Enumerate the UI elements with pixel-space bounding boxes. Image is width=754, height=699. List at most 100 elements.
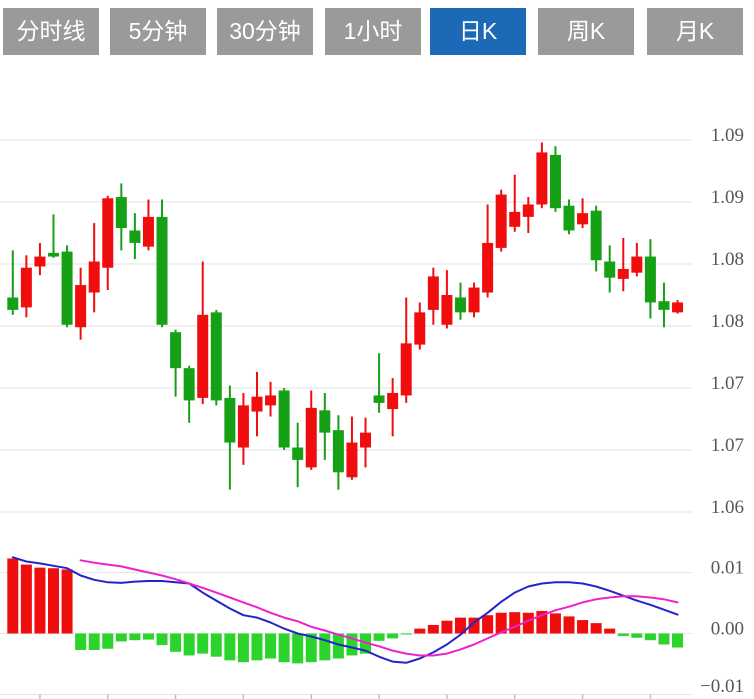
candle-body — [197, 314, 209, 398]
candle-body — [292, 447, 304, 460]
macd-bar-negative — [265, 633, 277, 659]
interval-button-weekly-k[interactable]: 周K — [538, 8, 634, 55]
macd-bar-negative — [75, 633, 87, 650]
interval-button-1hour[interactable]: 1小时 — [325, 8, 421, 55]
candles — [7, 142, 684, 490]
candle-body — [61, 251, 73, 325]
candle-body — [102, 198, 114, 268]
candle-body — [224, 397, 236, 443]
macd-bar-negative — [102, 633, 114, 649]
macd-bar-negative — [142, 633, 154, 640]
macd-bar-positive — [468, 617, 480, 634]
macd-bar-negative — [332, 633, 344, 659]
macd-bar-positive — [414, 628, 426, 634]
candle-body — [170, 332, 182, 369]
macd-bar-negative — [400, 633, 412, 635]
macd-bar-positive — [536, 610, 548, 634]
macd-bar-negative — [156, 633, 168, 646]
macd-bar-positive — [522, 612, 534, 634]
candle-body — [47, 252, 59, 257]
macd-bar-negative — [305, 633, 317, 663]
candle-body — [88, 261, 100, 293]
candle-body — [563, 205, 575, 231]
candle-body — [278, 390, 290, 448]
price-axis-label: 1.08 — [711, 249, 744, 270]
candle-wick — [11, 250, 14, 315]
macd-bar-negative — [197, 633, 209, 654]
price-axis-labels: 1.09 1.09 1.08 1.08 1.07 1.07 1.06 — [711, 125, 744, 518]
interval-button-daily-k[interactable]: 日K — [430, 8, 526, 55]
price-axis-label: 1.07 — [711, 435, 744, 456]
candle-body — [577, 213, 589, 225]
candle-body — [631, 256, 643, 273]
macd-bar-positive — [604, 628, 616, 634]
candle-body — [251, 396, 263, 412]
macd-bar-negative — [319, 633, 331, 661]
macd-bar-negative — [292, 633, 304, 664]
interval-button-timeline[interactable]: 分时线 — [3, 8, 99, 55]
macd-bar-positive — [509, 612, 521, 634]
macd-axis-label: −0.01 — [700, 676, 744, 697]
candle-body — [183, 368, 195, 401]
candle-body — [210, 312, 222, 401]
interval-button-monthly-k[interactable]: 月K — [647, 8, 743, 55]
candle-body — [672, 302, 684, 313]
macd-gridlines — [0, 571, 692, 696]
macd-bar-positive — [34, 567, 46, 634]
candle-body — [468, 287, 480, 313]
candle-body — [156, 216, 168, 325]
candle-body — [34, 256, 46, 267]
x-axis-ticks — [39, 694, 652, 699]
macd-bar-positive — [61, 569, 73, 634]
candle-wick — [378, 353, 381, 413]
candle-body — [495, 194, 507, 248]
macd-axis-labels: 0.01 0.00 −0.01 — [700, 558, 744, 698]
macd-bar-negative — [658, 633, 670, 645]
price-axis-label: 1.09 — [711, 125, 744, 146]
macd-bar-negative — [617, 633, 629, 636]
macd-bar-positive — [577, 620, 589, 634]
macd-bar-negative — [672, 633, 684, 648]
candle-body — [536, 152, 548, 205]
macd-bar-negative — [237, 633, 249, 663]
interval-button-5min[interactable]: 5分钟 — [110, 8, 206, 55]
candle-body — [319, 410, 331, 433]
macd-bar-negative — [278, 633, 290, 663]
macd-bar-negative — [387, 633, 399, 639]
candle-body — [427, 276, 439, 310]
candle-body — [400, 343, 412, 396]
macd-bar-negative — [224, 633, 236, 661]
macd-bar-positive — [47, 568, 59, 634]
macd-bar-negative — [251, 633, 263, 661]
candle-body — [142, 216, 154, 247]
macd-bar-negative — [373, 633, 385, 641]
candle-body — [644, 256, 656, 303]
macd-bar-positive — [495, 612, 507, 634]
candle-body — [20, 267, 32, 308]
macd-bar-positive — [7, 558, 19, 634]
candle-body — [482, 242, 494, 293]
candle-body — [332, 430, 344, 473]
macd-bar-positive — [482, 615, 494, 634]
macd-histogram — [7, 558, 684, 664]
macd-bar-positive — [454, 617, 466, 634]
candle-wick — [513, 174, 516, 232]
candle-body — [549, 154, 561, 209]
candle-body — [360, 432, 372, 448]
candle-body — [454, 297, 466, 313]
macd-bar-positive — [427, 624, 439, 634]
candle-wick — [52, 214, 55, 258]
interval-button-30min[interactable]: 30分钟 — [217, 8, 313, 55]
candle-body — [129, 230, 141, 243]
macd-axis-label: 0.01 — [711, 558, 744, 579]
candle-body — [590, 210, 602, 261]
price-gridlines — [0, 139, 692, 513]
macd-bar-positive — [441, 620, 453, 634]
candle-body — [115, 197, 127, 229]
candle-body — [658, 301, 670, 310]
macd-bar-negative — [644, 633, 656, 641]
candle-body — [387, 392, 399, 410]
macd-bar-negative — [115, 633, 127, 642]
interval-toolbar: 分时线 5分钟 30分钟 1小时 日K 周K 月K — [0, 0, 754, 60]
